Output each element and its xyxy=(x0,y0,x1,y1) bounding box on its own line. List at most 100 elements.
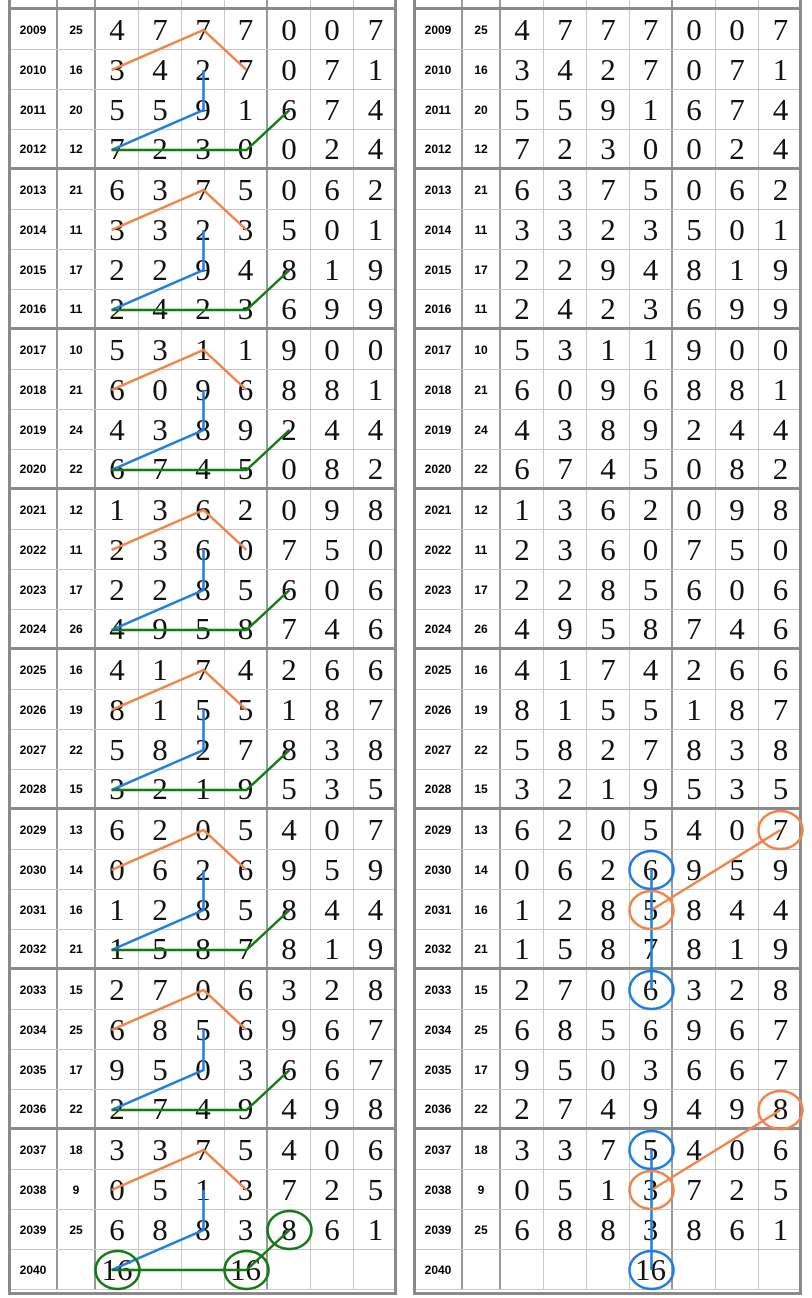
digit-cell: 5 xyxy=(587,1010,630,1049)
digit-cell: 1 xyxy=(367,1211,384,1247)
digit-cell: 9 xyxy=(139,610,182,647)
digit-cell: 7 xyxy=(630,50,673,89)
table-row: 2023 17 2 2 8 5 6 0 6 xyxy=(10,570,397,610)
digit-cell: 0 xyxy=(268,490,311,529)
digit-cell: 8 xyxy=(96,690,139,729)
digit-cell: 1 xyxy=(96,0,139,7)
digit-cell: 7 xyxy=(225,50,268,89)
digit-cell xyxy=(759,1250,802,1289)
digit-cell: 7 xyxy=(96,130,139,167)
digit-cell: 4 xyxy=(716,610,759,647)
digit-cell: 7 xyxy=(139,1090,182,1127)
digit-cell: 8 xyxy=(268,930,311,967)
digit-cell: 8 xyxy=(367,1090,384,1126)
digit-cell: 1 xyxy=(630,330,673,369)
digit-cell: 6 xyxy=(587,490,630,529)
digit-cell: 6 xyxy=(630,970,673,1009)
digit-cell: 2 xyxy=(716,130,759,167)
table-row: 2035 17 9 5 0 3 6 6 7 xyxy=(10,1050,397,1090)
digit-cell: 2 xyxy=(501,570,544,609)
digit-cell: 4 xyxy=(772,91,789,127)
digit-cell: 0 xyxy=(716,570,759,609)
digit-cell: 4 xyxy=(268,810,311,849)
digit-cell: 6 xyxy=(182,530,225,569)
year-cell: 2036 xyxy=(10,1090,58,1127)
digit-cell: 1 xyxy=(311,930,354,967)
digit-cell: 5 xyxy=(630,890,673,929)
count-cell: 15 xyxy=(58,970,96,1009)
digit-cell: 4 xyxy=(182,1090,225,1127)
table-row: 2017 10 5 3 1 1 9 0 0 xyxy=(415,330,802,370)
digit-cell: 3 xyxy=(630,1170,673,1209)
year-cell: 2012 xyxy=(415,130,463,167)
digit-cell: 6 xyxy=(772,651,789,687)
count-cell: 16 xyxy=(463,50,501,89)
digit-cell: 2 xyxy=(716,970,759,1009)
digit-cell: 6 xyxy=(225,0,268,7)
digit-cell: 3 xyxy=(96,50,139,89)
digit-cell: 4 xyxy=(716,410,759,449)
digit-cell: 8 xyxy=(544,1210,587,1249)
year-cell: 2023 xyxy=(10,570,58,609)
digit-cell: 5 xyxy=(139,90,182,129)
digit-cell: 9 xyxy=(268,330,311,369)
table-row: 2033 15 2 7 0 6 3 2 8 xyxy=(10,970,397,1010)
digit-cell: 0 xyxy=(673,170,716,209)
year-cell: 2034 xyxy=(415,1010,463,1049)
digit-cell: 3 xyxy=(225,1050,268,1089)
digit-cell: 0 xyxy=(716,1130,759,1169)
year-cell: 2037 xyxy=(415,1130,463,1169)
digit-cell: 4 xyxy=(772,891,789,927)
table-row: 2030 14 0 6 2 6 9 5 9 xyxy=(10,850,397,890)
count-cell: 21 xyxy=(58,170,96,209)
digit-cell: 2 xyxy=(587,210,630,249)
digit-cell: 8 xyxy=(225,610,268,647)
digit-cell: 4 xyxy=(367,130,384,166)
digit-cell: 4 xyxy=(587,450,630,487)
digit-cell xyxy=(716,0,759,7)
table-row: 2010 16 3 4 2 7 0 7 1 xyxy=(10,50,397,90)
digit-cell: 5 xyxy=(367,770,384,806)
year-cell: 2031 xyxy=(10,890,58,929)
digit-cell: 1 xyxy=(96,890,139,929)
year-cell: 2036 xyxy=(415,1090,463,1127)
count-cell xyxy=(463,1250,501,1289)
count-cell: 24 xyxy=(58,410,96,449)
digit-cell: 9 xyxy=(367,251,384,287)
digit-cell: 3 xyxy=(544,410,587,449)
digit-cell: 7 xyxy=(673,610,716,647)
digit-cell: 4 xyxy=(367,891,384,927)
table-row: 2026 19 8 1 5 5 1 8 7 xyxy=(10,690,397,730)
table-row: 2011 20 5 5 9 1 6 7 4 xyxy=(10,90,397,130)
digit-cell: 5 xyxy=(716,530,759,569)
year-cell: 2017 xyxy=(415,330,463,369)
digit-cell: 4 xyxy=(544,290,587,327)
digit-cell: 2 xyxy=(501,530,544,569)
table-row: 2035 17 9 5 0 3 6 6 7 xyxy=(415,1050,802,1090)
digit-cell: 4 xyxy=(311,410,354,449)
digit-cell: 8 xyxy=(716,370,759,409)
count-cell: 10 xyxy=(463,330,501,369)
digit-cell: 5 xyxy=(225,450,268,487)
count-cell: 26 xyxy=(463,610,501,647)
year-cell: 2012 xyxy=(10,130,58,167)
digit-cell: 4 xyxy=(225,650,268,689)
digit-cell xyxy=(354,1250,397,1289)
digit-cell: 7 xyxy=(225,730,268,769)
digit-cell: 8 xyxy=(673,730,716,769)
table-row: 2017 10 5 3 1 1 9 0 0 xyxy=(10,330,397,370)
count-cell: 12 xyxy=(463,490,501,529)
digit-cell: 7 xyxy=(225,10,268,49)
digit-cell: 6 xyxy=(225,850,268,889)
digit-cell: 5 xyxy=(96,730,139,769)
count-cell xyxy=(58,0,96,7)
digit-cell: 4 xyxy=(630,250,673,289)
digit-cell: 4 xyxy=(673,1090,716,1127)
digit-cell: 7 xyxy=(367,11,384,47)
digit-cell: 8 xyxy=(311,690,354,729)
digit-cell: 0 xyxy=(716,210,759,249)
count-cell: 10 xyxy=(58,330,96,369)
digit-cell: 7 xyxy=(587,650,630,689)
digit-cell: 4 xyxy=(772,130,789,166)
table-row: 2014 11 3 3 2 3 5 0 1 xyxy=(415,210,802,250)
